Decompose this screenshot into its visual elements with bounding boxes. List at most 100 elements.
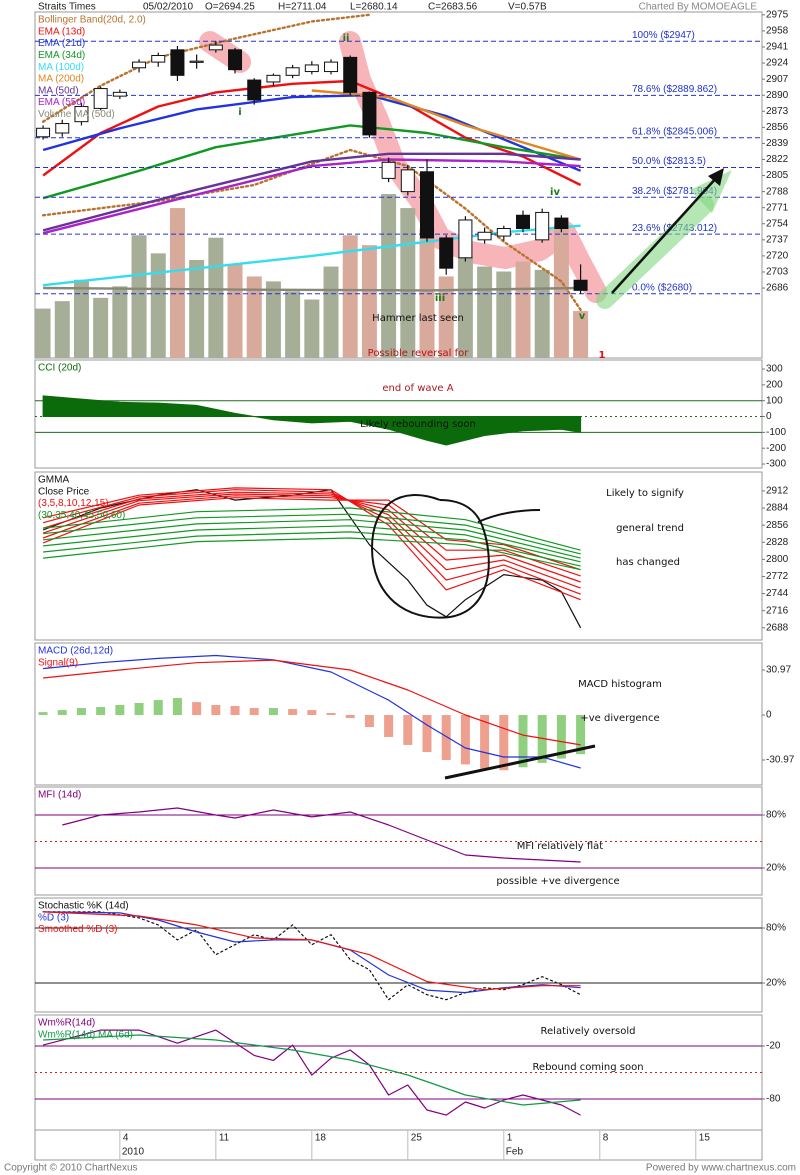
series-line	[42, 497, 581, 571]
annotation: +ve divergence	[580, 713, 659, 724]
histogram-bar	[403, 715, 413, 745]
y-tick-label: 200	[766, 380, 783, 391]
y-tick-label: -80	[766, 1094, 781, 1105]
y-tick-label: 2716	[766, 605, 789, 616]
candle-body	[343, 56, 358, 93]
y-tick-label: 2941	[766, 42, 789, 53]
volume: V=0.57B	[508, 2, 547, 13]
y-tick-label: 2890	[766, 90, 789, 101]
histogram-bar	[153, 700, 163, 716]
volume-bar	[323, 266, 339, 358]
candle-body	[458, 219, 473, 259]
histogram-bar	[345, 715, 355, 719]
legend-title: GMMA	[38, 475, 69, 486]
candle-body	[74, 106, 89, 123]
volume-bar	[265, 281, 281, 358]
annotation: iv	[550, 187, 560, 198]
volume-bar	[381, 194, 397, 358]
volume-bar	[515, 261, 531, 358]
y-tick-label: -200	[766, 443, 786, 454]
y-tick-label: 0	[766, 411, 772, 422]
annotation: Possible reversal for	[368, 348, 470, 359]
y-tick-label: -30.97	[766, 755, 795, 766]
candle-body	[420, 171, 435, 239]
fib-label: 50.0% ($2813.5)	[632, 156, 706, 167]
divergence-line	[444, 744, 596, 780]
x-sublabel: Feb	[506, 1147, 524, 1158]
series-line	[42, 152, 581, 232]
candle-body	[554, 217, 569, 229]
legend-entry: (30,35,40,45,50,60)	[38, 510, 125, 521]
histogram-bar	[38, 712, 48, 716]
y-tick-label: 2828	[766, 537, 789, 548]
x-tick-label: 4	[123, 1133, 129, 1144]
y-tick-label: 2772	[766, 571, 789, 582]
series-line	[42, 124, 581, 200]
volume-bar	[573, 311, 589, 358]
y-tick-label: 2720	[766, 251, 789, 262]
legend-entry: Wm%R(14d)	[38, 1018, 95, 1029]
annotation: i	[238, 107, 241, 118]
legend-entry: EMA (21d)	[38, 38, 85, 49]
histogram-bar	[115, 704, 125, 716]
high: H=2711.04	[278, 2, 327, 13]
legend-entry: MACD (26d,12d)	[38, 646, 113, 657]
annotation: has changed	[616, 557, 680, 568]
y-tick-label: 2771	[766, 202, 789, 213]
volume-bar	[35, 308, 51, 358]
footer: Copyright © 2010 ChartNexus Powered by w…	[4, 1163, 796, 1174]
y-tick-label: 2907	[766, 74, 789, 85]
histogram-bar	[96, 707, 106, 716]
volume-bar	[342, 235, 358, 358]
histogram-bar	[556, 715, 566, 759]
y-tick-label: 20%	[766, 863, 786, 874]
candle-body	[477, 231, 492, 241]
powered-by: Powered by www.chartnexus.com	[646, 1163, 796, 1174]
candle-body	[285, 67, 300, 76]
series-line	[43, 1034, 581, 1106]
candle-body	[381, 161, 396, 179]
candle-body	[170, 49, 185, 76]
series-line	[42, 158, 581, 235]
y-tick-label: 2958	[766, 26, 789, 37]
candle-body	[304, 64, 319, 73]
volume-bar	[534, 269, 550, 358]
legend-entry: MA (50d)	[38, 85, 79, 96]
series-line	[42, 495, 581, 577]
legend-entry: Close Price	[38, 486, 90, 497]
histogram-bar	[460, 715, 470, 765]
histogram-bar	[230, 706, 240, 716]
histogram-bar	[307, 710, 317, 716]
histogram-bar	[192, 702, 202, 716]
histogram-bar	[211, 704, 221, 716]
series-line	[62, 807, 581, 863]
series-line	[43, 531, 581, 567]
histogram-bar	[576, 715, 586, 755]
annotation: possible +ve divergence	[496, 876, 619, 887]
legend-entry: MA (200d)	[38, 74, 84, 85]
annotation: iii	[435, 293, 445, 304]
green-arrow-head	[690, 170, 732, 213]
histogram-bar	[134, 702, 144, 716]
y-tick-label: 2975	[766, 9, 789, 20]
series-line	[43, 654, 581, 769]
y-tick-label: 300	[766, 364, 783, 375]
histogram-bar	[76, 708, 86, 716]
candle-body	[132, 61, 147, 69]
series-line	[43, 286, 581, 292]
black-arrow-head	[708, 168, 724, 186]
y-tick-label: 2805	[766, 170, 789, 181]
candle-body	[151, 54, 166, 63]
legend-entry: Signal(9)	[38, 657, 78, 668]
y-tick-label: 2822	[766, 154, 789, 165]
y-tick-label: 2737	[766, 234, 789, 245]
header: Straits Times 05/02/2010 O=2694.25 H=271…	[38, 2, 757, 13]
fib-label: 100% ($2947)	[632, 30, 695, 41]
y-tick-label: 2703	[766, 267, 789, 278]
candle-body	[535, 211, 550, 241]
legend-entry: Wm%R(14d) MA (6d)	[38, 1029, 133, 1040]
y-tick-label: 2754	[766, 218, 789, 229]
annotation: MFI relatively flat	[517, 841, 604, 852]
volume-bar	[93, 297, 109, 358]
histogram-bar	[422, 715, 432, 753]
